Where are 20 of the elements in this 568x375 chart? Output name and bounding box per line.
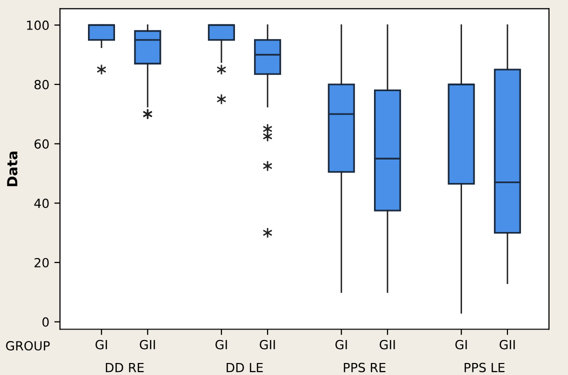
- y-tick-label: 100: [27, 20, 49, 30]
- y-tick-label: 20: [34, 258, 49, 268]
- x-axis-title: GROUP: [6, 341, 50, 351]
- y-tick-label: 80: [34, 80, 49, 90]
- text: DD LE: [226, 362, 263, 372]
- y-tick-label: 60: [34, 139, 49, 149]
- y-axis-title: Data: [7, 152, 18, 186]
- y-tick-label: 40: [34, 198, 49, 208]
- x-tick-label: GII: [260, 340, 275, 350]
- x-tick-label: GII: [500, 340, 515, 350]
- text: PPS RE: [344, 362, 386, 372]
- x-tick-label: GI: [96, 340, 107, 350]
- x-tick-label: GI: [455, 340, 467, 350]
- x-tick-label: GII: [380, 340, 395, 350]
- x-tick-label: GI: [215, 340, 227, 350]
- x-tick-label: GI: [335, 340, 347, 350]
- text: DD RE: [106, 362, 144, 372]
- text: PPS LE: [464, 362, 505, 372]
- x-tick-label: GII: [140, 340, 155, 350]
- y-tick-label: 0: [42, 317, 49, 327]
